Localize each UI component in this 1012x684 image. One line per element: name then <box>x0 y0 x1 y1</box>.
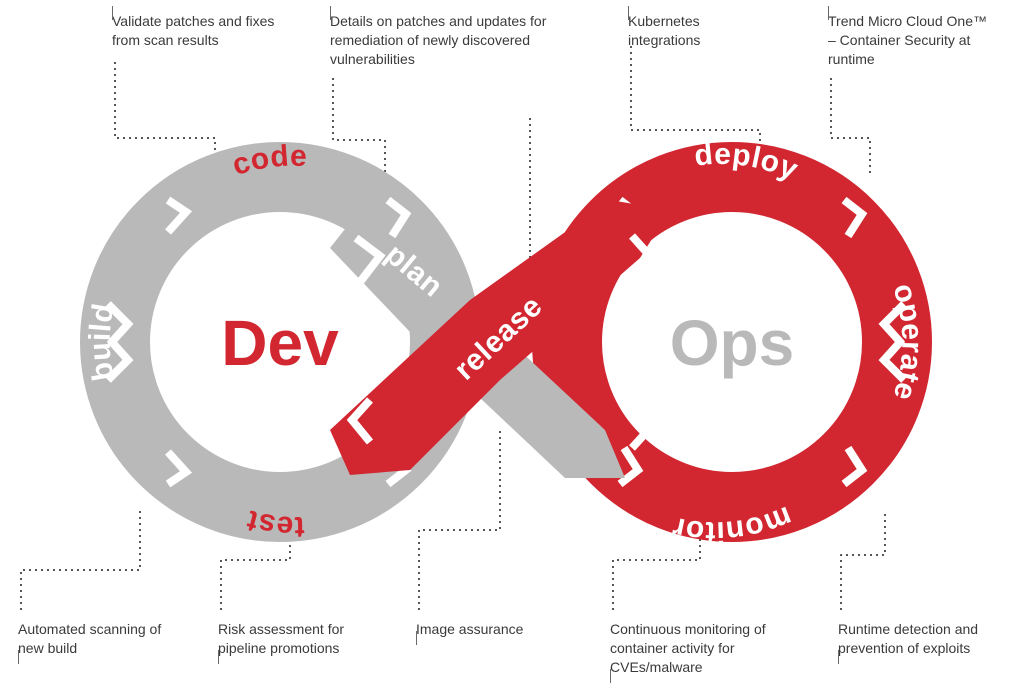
center-label-ops: Ops <box>670 307 794 379</box>
devops-infographic: Validate patches and fixes from scan res… <box>0 0 1012 684</box>
infinity-loop: Dev Ops code plan release deploy operate… <box>0 0 1012 684</box>
center-label-dev: Dev <box>221 307 339 379</box>
